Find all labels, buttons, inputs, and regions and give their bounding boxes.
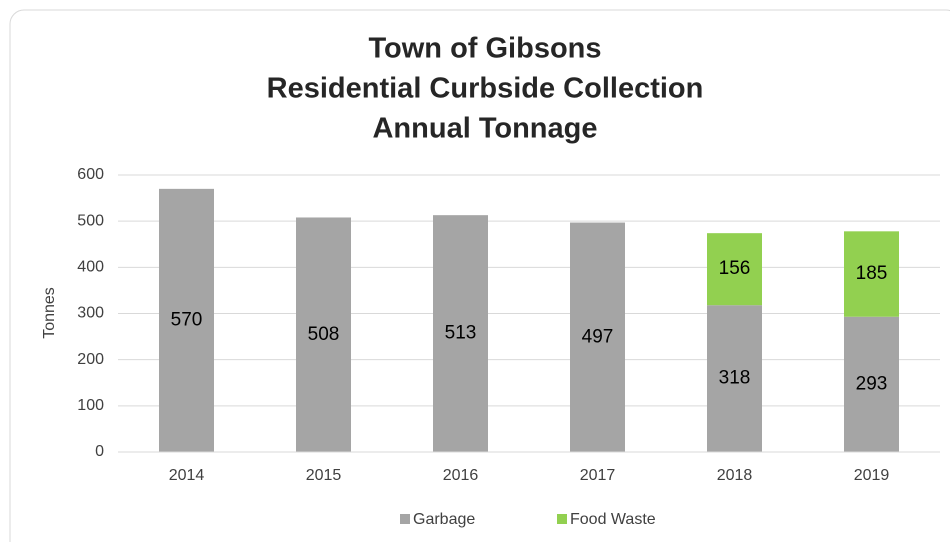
y-tick-label: 500 (77, 212, 104, 229)
y-axis-label: Tonnes (41, 287, 58, 339)
bar-segment (296, 217, 351, 452)
y-tick-label: 100 (77, 397, 104, 414)
x-tick-label: 2018 (717, 467, 753, 484)
bar-segment (159, 188, 214, 452)
y-tick-label: 200 (77, 351, 104, 368)
legend-swatch (400, 514, 410, 524)
chart-title: Residential Curbside Collection (267, 73, 704, 105)
y-tick-label: 300 (77, 305, 104, 322)
bar-segment (570, 222, 625, 452)
chart-title: Annual Tonnage (372, 113, 597, 145)
bar-segment (844, 231, 899, 317)
x-tick-label: 2016 (443, 467, 479, 484)
legend-label: Garbage (413, 511, 475, 528)
x-tick-label: 2017 (580, 467, 616, 484)
bar-segment (844, 316, 899, 452)
bar-segment (707, 233, 762, 306)
data-label: 513 (445, 323, 477, 344)
data-label: 318 (719, 368, 751, 389)
data-label: 156 (719, 258, 751, 279)
y-tick-label: 600 (77, 166, 104, 183)
bar-segment (707, 305, 762, 452)
x-tick-label: 2015 (306, 467, 342, 484)
x-tick-label: 2019 (854, 467, 890, 484)
legend-swatch (557, 514, 567, 524)
x-tick-label: 2014 (169, 467, 205, 484)
data-label: 185 (856, 263, 888, 284)
y-tick-label: 0 (95, 443, 104, 460)
legend-label: Food Waste (570, 511, 656, 528)
data-label: 497 (582, 326, 614, 347)
y-tick-label: 400 (77, 259, 104, 276)
data-label: 293 (856, 373, 888, 394)
data-label: 508 (308, 324, 340, 345)
bar-segment (433, 215, 488, 452)
chart-title: Town of Gibsons (368, 33, 601, 65)
data-label: 570 (171, 309, 203, 330)
